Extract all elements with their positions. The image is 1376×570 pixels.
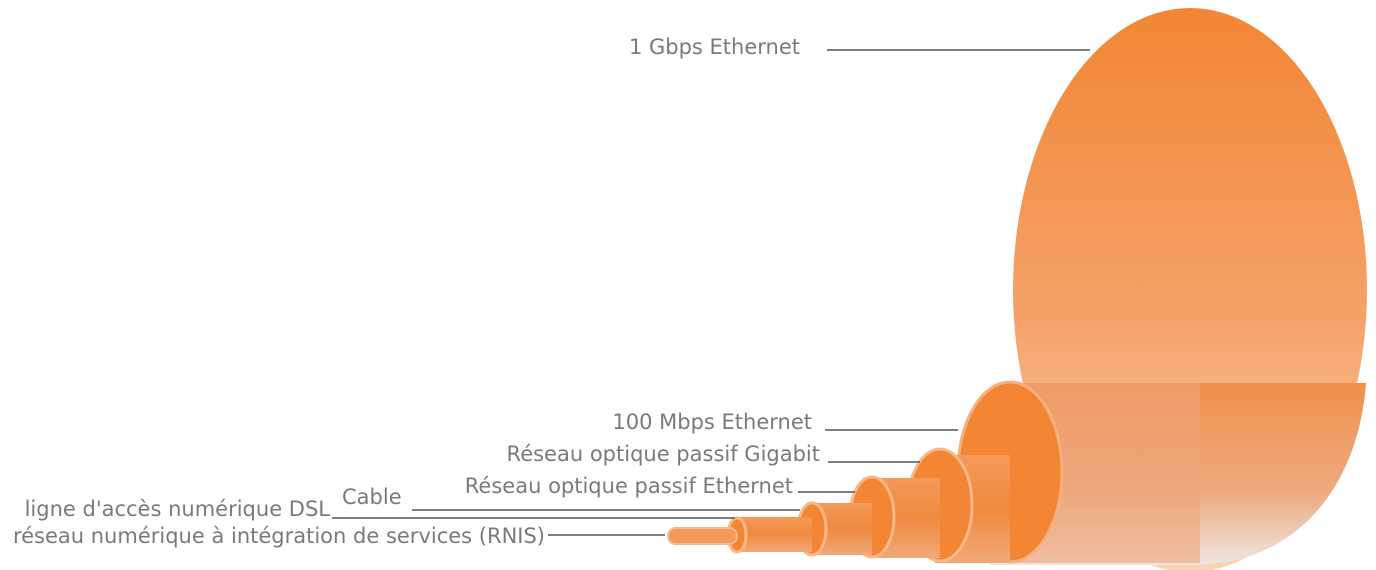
label: Réseau optique passif Gigabit — [507, 442, 820, 466]
label: réseau numérique à intégration de servic… — [13, 524, 545, 548]
leaders — [332, 49, 1090, 536]
label: 100 Mbps Ethernet — [612, 410, 812, 434]
label: Cable — [342, 485, 402, 509]
shapes — [667, 8, 1367, 570]
rod — [667, 527, 738, 545]
label: 1 Gbps Ethernet — [629, 35, 800, 59]
label: Réseau optique passif Ethernet — [465, 474, 793, 498]
label: ligne d'accès numérique DSL — [25, 497, 331, 521]
tube-body — [737, 517, 812, 552]
